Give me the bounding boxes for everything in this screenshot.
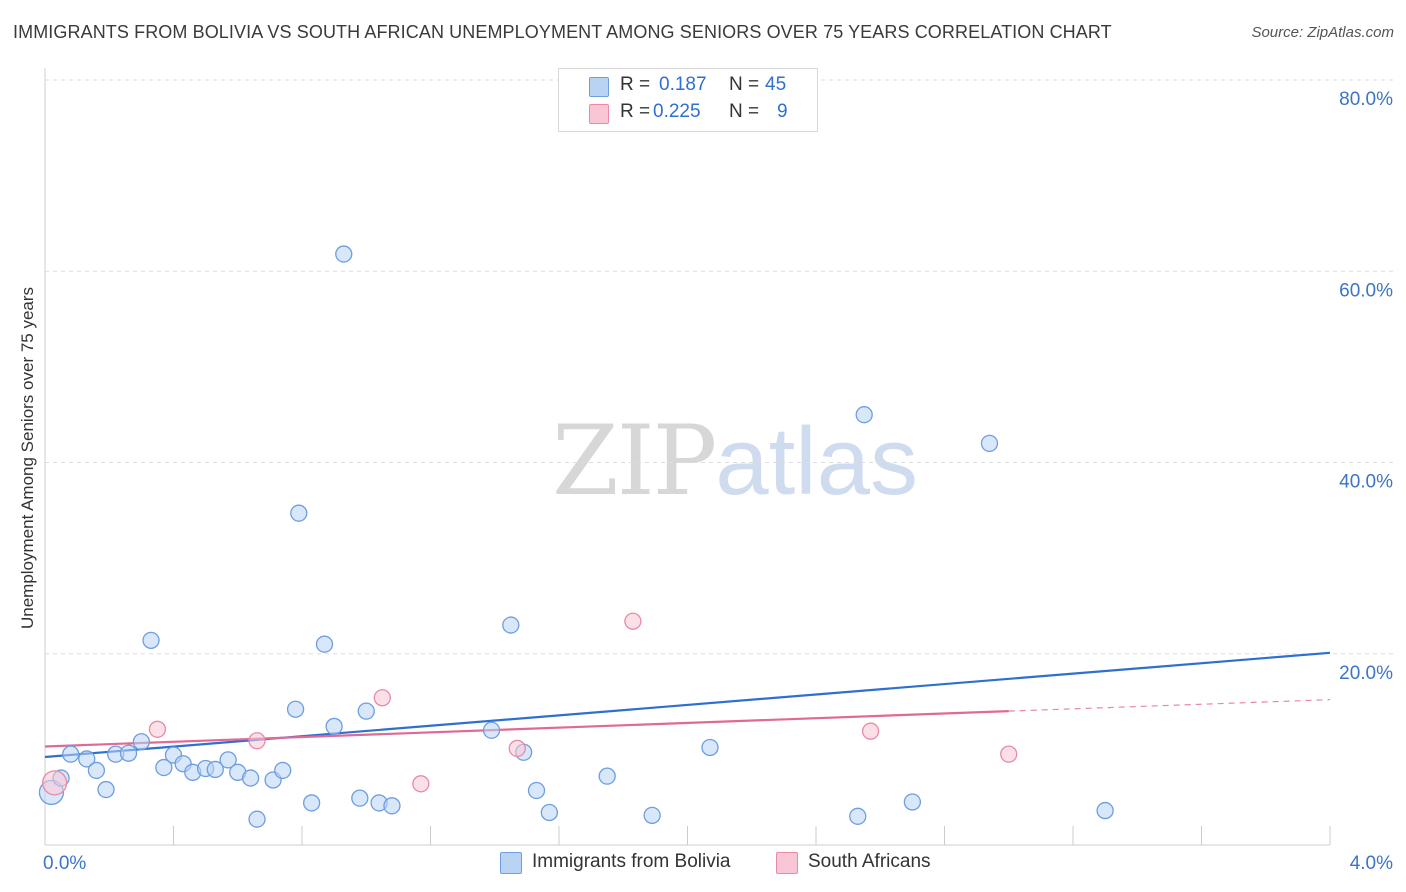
x-tick-label: 4.0%	[1350, 853, 1393, 874]
bolivia-point	[980, 434, 999, 453]
data-points	[38, 245, 1114, 828]
bolivia-point	[206, 760, 224, 779]
south-africans-point	[508, 739, 526, 758]
bolivia-point	[241, 769, 260, 787]
bolivia-point	[248, 810, 266, 828]
bottom-legend-label: South Africans	[808, 851, 931, 872]
legend-n-value: 9	[777, 101, 788, 122]
y-tick-label: 40.0%	[1339, 472, 1393, 493]
bolivia-point	[290, 504, 308, 522]
south-africans-point	[1000, 745, 1018, 763]
bolivia-point	[78, 750, 96, 768]
bolivia-point	[219, 751, 237, 769]
bottom-legend-label: Immigrants from Bolivia	[532, 851, 731, 872]
bolivia-point	[62, 745, 80, 763]
legend-r-value: 0.187	[659, 74, 707, 95]
bolivia-point	[1096, 801, 1114, 820]
y-tick-label: 60.0%	[1339, 280, 1393, 301]
bolivia-point	[502, 616, 520, 634]
y-axis-title: Unemployment Among Seniors over 75 years	[18, 286, 37, 630]
tick-labels: 20.0% 40.0% 60.0% 80.0% 0.0% 4.0%	[43, 89, 1393, 874]
watermark: ZIPatlas	[552, 405, 918, 517]
south-africans-point	[861, 722, 880, 740]
bolivia-point	[87, 761, 106, 780]
bolivia-point	[701, 738, 719, 757]
south-africans-point	[624, 612, 642, 630]
legend-r-label: R =	[620, 101, 651, 122]
south-africans-point	[412, 775, 430, 793]
bolivia-point	[274, 761, 292, 780]
bolivia-point	[527, 781, 546, 800]
chart-title: IMMIGRANTS FROM BOLIVIA VS SOUTH AFRICAN…	[13, 22, 1112, 42]
watermark-zip: ZIP	[552, 405, 717, 517]
bolivia-point	[97, 780, 115, 799]
bolivia-point	[142, 631, 160, 650]
bolivia-point	[855, 406, 873, 424]
legend-n-label: N =	[729, 74, 760, 95]
south-africans-trend-line	[44, 710, 1009, 748]
x-tick-label: 0.0%	[43, 853, 86, 874]
gridlines	[45, 79, 1395, 655]
bottom-legend-swatch-pink	[776, 852, 798, 874]
bolivia-point	[119, 744, 138, 762]
south-africans-point	[148, 720, 167, 738]
bolivia-point	[155, 758, 173, 777]
bolivia-point	[482, 721, 501, 739]
bolivia-point	[351, 789, 369, 807]
bolivia-point	[540, 803, 559, 822]
y-tick-label: 80.0%	[1339, 89, 1393, 110]
legend-n-value: 45	[765, 74, 787, 95]
correlation-legend: R = 0.187 N = 45 R = 0.225 N = 9	[558, 68, 818, 132]
axes	[44, 68, 1331, 846]
bolivia-point	[598, 767, 616, 785]
bolivia-point	[302, 794, 321, 812]
south-africans-point	[41, 770, 68, 796]
bolivia-point	[335, 245, 353, 263]
bolivia-point	[903, 793, 922, 811]
bolivia-point	[132, 733, 151, 751]
source-label: Source: ZipAtlas.com	[1251, 24, 1394, 41]
bolivia-point	[357, 702, 375, 720]
watermark-atlas: atlas	[715, 408, 918, 515]
legend-swatch-blue	[589, 77, 609, 97]
legend-n-label: N =	[729, 101, 760, 122]
legend-swatch-pink	[589, 104, 609, 124]
y-tick-label: 20.0%	[1339, 663, 1393, 684]
south-africans-point	[248, 732, 266, 750]
bolivia-point	[643, 806, 661, 825]
bolivia-point	[849, 807, 867, 825]
south-africans-point	[373, 689, 391, 707]
bolivia-trend-line	[44, 651, 1331, 759]
bolivia-point	[315, 635, 334, 653]
bolivia-point	[286, 700, 305, 718]
south-africans-trend-extension	[1008, 699, 1331, 712]
legend-r-value: 0.225	[653, 101, 701, 122]
bottom-legend-swatch-blue	[500, 852, 522, 874]
bolivia-point	[325, 717, 343, 736]
trend-lines	[44, 651, 1331, 759]
bolivia-point	[383, 797, 401, 815]
legend-r-label: R =	[620, 74, 651, 95]
